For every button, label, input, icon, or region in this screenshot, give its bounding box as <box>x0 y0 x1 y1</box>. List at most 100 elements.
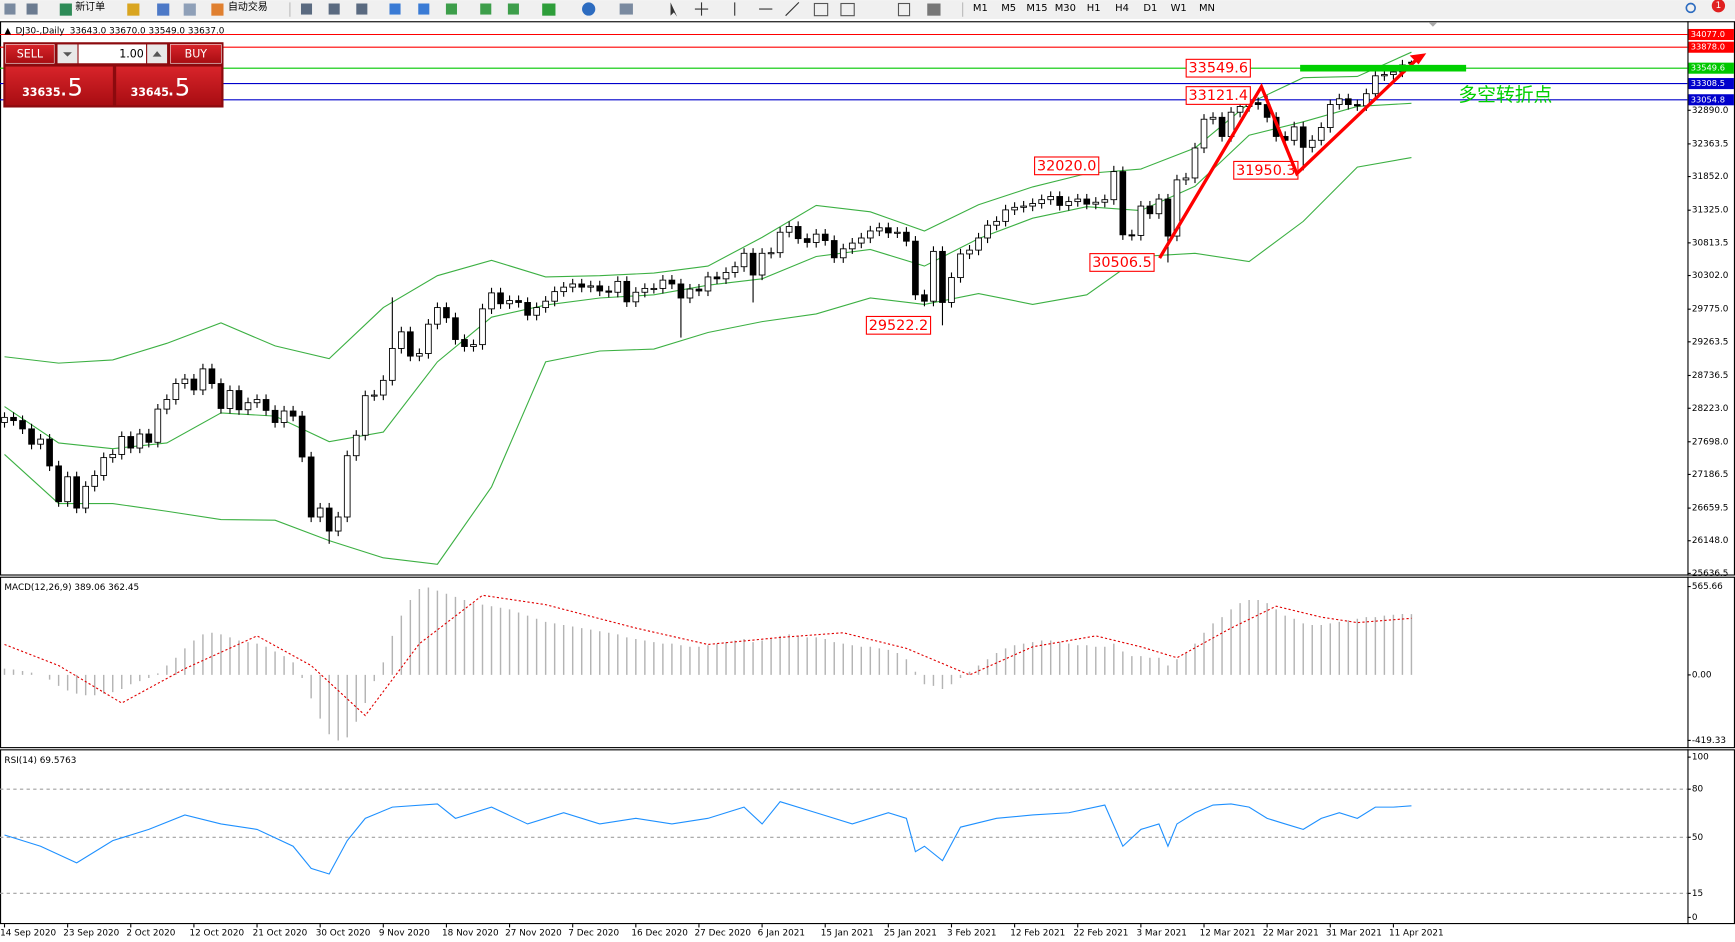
annotation-box <box>1185 86 1251 105</box>
candle-body <box>452 317 459 340</box>
candle-body <box>109 453 117 459</box>
buy-price-button[interactable] <box>116 66 222 106</box>
candle-body <box>803 238 811 243</box>
timeframe[interactable]: M1 <box>973 3 988 14</box>
y-tick-label: 27186.5 <box>1692 470 1729 480</box>
candle-body <box>407 331 414 357</box>
icon[interactable] <box>59 3 72 16</box>
candle-body <box>1335 98 1343 105</box>
icon[interactable] <box>927 3 941 16</box>
candle-body <box>217 383 225 409</box>
icon[interactable] <box>328 3 340 15</box>
y-tick-label: 15 <box>1692 889 1703 899</box>
icon[interactable] <box>4 3 16 15</box>
icon[interactable] <box>445 3 457 15</box>
level-tag <box>1688 78 1734 90</box>
annotation-box <box>865 315 932 335</box>
collapse-icon[interactable] <box>4 27 12 35</box>
timeframe[interactable]: D1 <box>1143 3 1157 14</box>
icon[interactable] <box>26 3 38 15</box>
icon[interactable] <box>389 3 401 15</box>
candle-body <box>181 378 189 384</box>
candle-body <box>118 436 126 455</box>
timeframe[interactable]: H1 <box>1087 3 1101 14</box>
icon[interactable] <box>480 3 492 15</box>
icon[interactable] <box>694 2 709 16</box>
icon[interactable] <box>418 3 430 15</box>
buy-price: 33645 <box>131 86 169 99</box>
icon[interactable] <box>300 3 313 15</box>
candle-body <box>975 237 982 251</box>
x-tick-label: 30 Oct 2020 <box>316 928 371 938</box>
lot-input[interactable] <box>78 44 147 64</box>
candle-body <box>1128 234 1136 237</box>
y-tick-label: 30813.5 <box>1692 238 1729 248</box>
macd-plot <box>3 587 1413 741</box>
icon[interactable] <box>183 3 196 16</box>
candle-body <box>127 436 135 449</box>
x-tick-label: 7 Dec 2020 <box>568 928 619 938</box>
candle-body <box>1110 171 1118 201</box>
candle-body <box>316 507 324 518</box>
y-tick-label: 0 <box>1692 913 1698 923</box>
icon[interactable] <box>582 2 596 16</box>
timeframe[interactable]: W1 <box>1171 3 1187 14</box>
candle-body <box>163 399 171 410</box>
candle-body <box>145 433 153 443</box>
candle-body <box>767 252 775 255</box>
lot-value: 1.00 <box>119 47 144 60</box>
icon[interactable] <box>897 2 911 17</box>
x-tick-label: 14 Sep 2020 <box>0 928 56 938</box>
buy-button[interactable] <box>170 44 222 64</box>
candle-body <box>307 456 315 518</box>
alert-badge[interactable] <box>1711 0 1726 13</box>
search[interactable] <box>1685 2 1696 14</box>
y-tick-label: 28223.0 <box>1692 404 1729 414</box>
candle-body <box>1047 196 1055 201</box>
sell-price-button[interactable] <box>5 66 113 106</box>
axes: 32890.0 32363.5 31852.0 31325.0 30813.5 30302… <box>0 28 1734 938</box>
candle-body <box>289 410 297 417</box>
icon[interactable] <box>542 3 556 16</box>
y-tick-label: -419.33 <box>1692 736 1726 746</box>
candle-body <box>1317 127 1325 141</box>
icon[interactable] <box>211 3 224 16</box>
icon[interactable] <box>127 3 140 16</box>
icon[interactable] <box>356 3 368 15</box>
y-tick-label: 27698.0 <box>1692 437 1729 447</box>
timeframe[interactable]: M30 <box>1055 3 1076 14</box>
timeframes: M1 M5 M15 M30 H1 H4 D1 W1 MN <box>973 3 1215 14</box>
auto-trade[interactable]: 自动交易 <box>228 0 268 13</box>
annotation-label: 32020.0 <box>1037 158 1096 174</box>
sell-pips: .5 <box>60 73 83 102</box>
candle-body <box>244 402 252 411</box>
y-tick-label: 80 <box>1692 785 1704 795</box>
timeframe[interactable]: M5 <box>1001 3 1016 14</box>
icon[interactable] <box>785 2 800 17</box>
candle-body <box>1390 71 1397 75</box>
candle-body <box>488 292 495 310</box>
new-order[interactable]: 新订单 <box>75 0 105 13</box>
candle-body <box>443 307 450 319</box>
timeframe[interactable]: H4 <box>1115 3 1129 14</box>
sell-button[interactable] <box>5 44 55 64</box>
one-click-panel: SELL 1.00 BUY 33635 .5 33645 .5 <box>3 42 224 108</box>
candle-body <box>37 438 44 445</box>
icon[interactable] <box>507 3 519 15</box>
timeframe[interactable]: MN <box>1199 3 1215 14</box>
candle-body <box>506 300 513 305</box>
annotation-label: 33121.4 <box>1189 88 1248 104</box>
icon[interactable] <box>619 3 633 15</box>
candle-body <box>876 227 883 232</box>
candle-body <box>650 287 658 290</box>
icon[interactable] <box>813 2 829 17</box>
x-tick-label: 15 Jan 2021 <box>821 928 874 938</box>
timeframe[interactable]: M15 <box>1026 3 1047 14</box>
x-tick-label: 27 Nov 2020 <box>505 928 562 938</box>
y-tick-label: 29263.5 <box>1692 337 1729 347</box>
icon[interactable] <box>840 2 855 17</box>
icon[interactable] <box>157 3 170 16</box>
x-tick-label: 12 Mar 2021 <box>1200 928 1256 938</box>
candle-body <box>839 248 847 259</box>
candle-body <box>497 292 504 305</box>
